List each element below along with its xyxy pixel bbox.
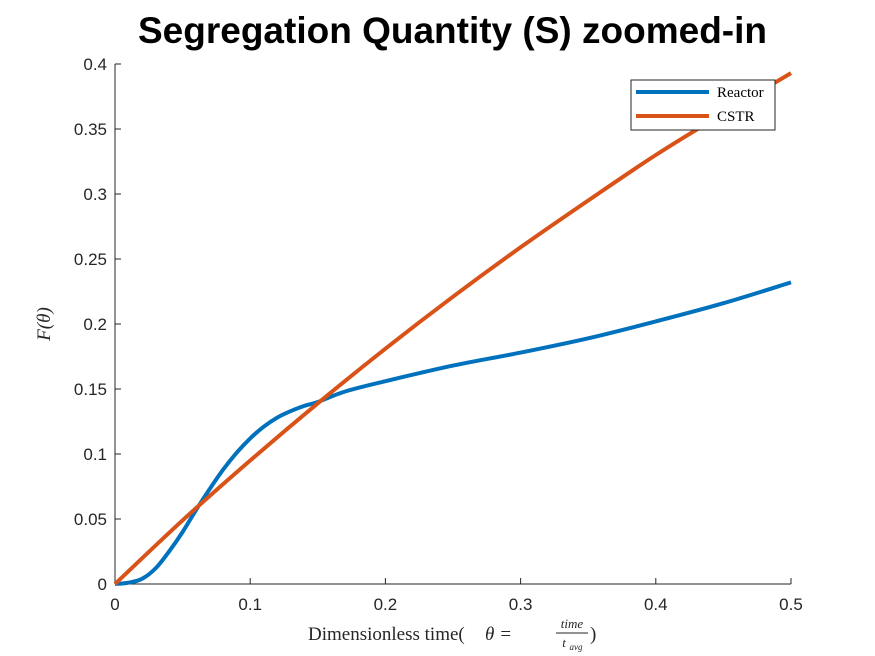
series-lines	[113, 71, 793, 586]
chart-title: Segregation Quantity (S) zoomed-in	[137, 10, 768, 51]
x-axis-label-denominator: t	[562, 635, 566, 650]
y-tick-label: 0	[98, 575, 107, 594]
y-tick-label: 0.05	[74, 510, 107, 529]
x-tick-label: 0.2	[374, 595, 398, 614]
x-tick-label: 0.3	[509, 595, 533, 614]
x-ticks: 0 0.1 0.2 0.3 0.4 0.5	[110, 578, 803, 614]
y-tick-label: 0.4	[83, 55, 107, 74]
plot-area	[115, 64, 791, 584]
y-tick-label: 0.35	[74, 120, 107, 139]
series-line-cstr	[113, 71, 793, 586]
x-tick-label: 0.1	[238, 595, 262, 614]
x-axis-label-prefix: Dimensionless time(	[308, 624, 465, 645]
series-line-reactor	[114, 280, 792, 586]
y-tick-label: 0.3	[83, 185, 107, 204]
y-axis-label: F(θ)	[34, 307, 55, 342]
x-tick-label: 0.5	[779, 595, 803, 614]
legend-label-cstr: CSTR	[717, 109, 755, 125]
x-axis-label-denominator-sub: avg	[570, 642, 583, 652]
x-axis-label-theta: θ =	[485, 624, 512, 645]
y-tick-label: 0.25	[74, 250, 107, 269]
y-ticks: 0 0.05 0.1 0.15 0.2 0.25 0.3 0.35 0.4	[74, 55, 121, 594]
y-tick-label: 0.1	[83, 445, 107, 464]
y-tick-label: 0.15	[74, 380, 107, 399]
x-axis-label: Dimensionless time( θ = time t avg )	[308, 616, 596, 652]
legend-box	[630, 79, 776, 131]
x-axis-label-numerator: time	[561, 616, 584, 631]
x-tick-label: 0	[110, 595, 119, 614]
legend-label-reactor: Reactor	[717, 85, 764, 101]
x-tick-label: 0.4	[644, 595, 668, 614]
x-axis-label-suffix: )	[590, 624, 596, 645]
y-tick-label: 0.2	[83, 315, 107, 334]
legend: Reactor CSTR	[630, 79, 776, 131]
